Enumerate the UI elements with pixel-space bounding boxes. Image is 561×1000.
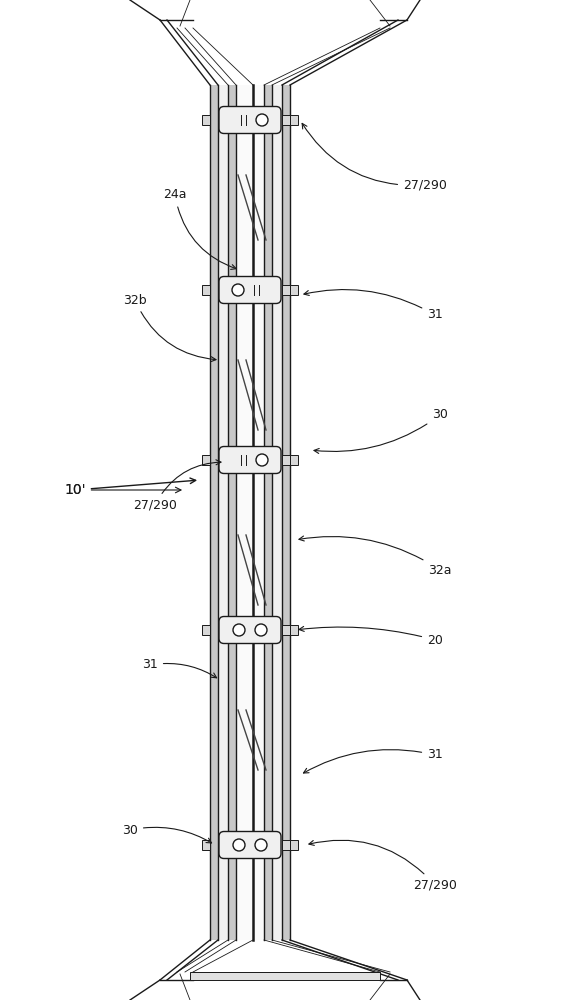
FancyBboxPatch shape	[219, 616, 281, 644]
Bar	[218, 85, 228, 940]
Bar	[282, 625, 290, 635]
Bar	[290, 455, 298, 465]
Text: 10': 10'	[65, 483, 181, 497]
Bar	[218, 285, 226, 295]
Bar	[202, 625, 210, 635]
Bar	[202, 285, 210, 295]
Circle shape	[255, 624, 267, 636]
Text: 10': 10'	[65, 478, 196, 497]
Bar	[228, 85, 236, 940]
Bar	[190, 972, 380, 980]
Circle shape	[256, 114, 268, 126]
Text: 20: 20	[299, 626, 443, 647]
Text: 32b: 32b	[123, 294, 216, 362]
Bar	[272, 85, 282, 940]
FancyBboxPatch shape	[219, 832, 281, 858]
Text: 31: 31	[304, 748, 443, 773]
FancyBboxPatch shape	[219, 106, 281, 133]
Bar	[202, 115, 210, 125]
Text: 27/290: 27/290	[309, 840, 457, 892]
Text: 27/290: 27/290	[302, 123, 447, 192]
Bar	[290, 115, 298, 125]
FancyBboxPatch shape	[219, 446, 281, 474]
Bar	[282, 840, 290, 850]
Bar	[210, 85, 218, 940]
Text: 30: 30	[122, 824, 211, 843]
Bar	[202, 840, 210, 850]
Bar	[218, 455, 226, 465]
Text: 24a: 24a	[163, 188, 236, 269]
Circle shape	[233, 839, 245, 851]
FancyBboxPatch shape	[219, 276, 281, 304]
Text: 30: 30	[314, 408, 448, 453]
Bar	[290, 285, 298, 295]
Text: 31: 31	[142, 658, 217, 678]
Bar	[264, 85, 272, 940]
Text: 27/290: 27/290	[133, 460, 221, 512]
Bar	[202, 455, 210, 465]
Circle shape	[255, 839, 267, 851]
Bar	[282, 285, 290, 295]
Bar	[282, 85, 290, 940]
Bar	[218, 840, 226, 850]
Text: 32a: 32a	[299, 536, 452, 576]
Bar	[282, 115, 290, 125]
Bar	[282, 455, 290, 465]
Text: 31: 31	[304, 290, 443, 322]
Bar	[290, 625, 298, 635]
Bar	[290, 840, 298, 850]
Circle shape	[232, 284, 244, 296]
Circle shape	[233, 624, 245, 636]
Bar	[236, 85, 264, 940]
Circle shape	[256, 454, 268, 466]
Bar	[218, 625, 226, 635]
Bar	[218, 115, 226, 125]
